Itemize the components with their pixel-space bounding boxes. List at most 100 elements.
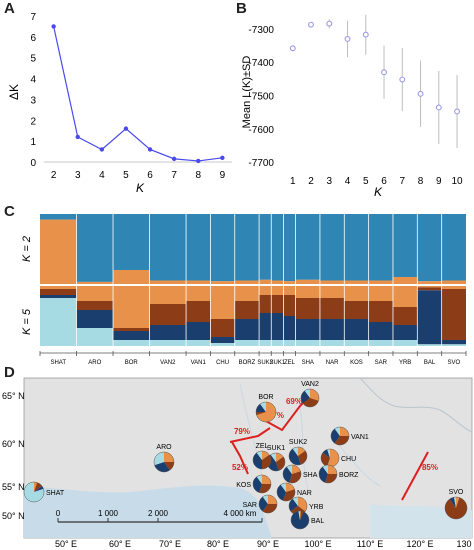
k5-bar-segment (319, 298, 345, 319)
k2-bar-orange (210, 281, 235, 284)
site-pie-slice (276, 456, 286, 471)
k5-bar-segment (368, 322, 393, 340)
k5-bar-segment (149, 325, 187, 340)
site-pie-slice (268, 495, 277, 504)
k5-bar-segment (40, 286, 77, 289)
k5-bar-segment (295, 319, 320, 340)
b-xtick-label: 4 (345, 176, 351, 187)
k2-bar-blue (271, 214, 284, 281)
site-pie-outline (288, 446, 308, 466)
site-label: BAL (311, 518, 324, 525)
b-xtick-label: 9 (436, 176, 442, 187)
k5-bar-segment (441, 344, 466, 346)
k2-bar-blue (259, 214, 272, 280)
a-data-point (75, 134, 80, 140)
map-lon-label: 50° E (55, 539, 77, 549)
k5-bar-segment (392, 307, 418, 325)
site-pie-slice (34, 486, 44, 492)
site-label: BORZ (339, 472, 359, 479)
k5-bar-segment (344, 286, 369, 301)
scale-label-1: 1 000 (98, 509, 119, 518)
k2-bar-blue (40, 214, 77, 220)
site-pie-outline (258, 494, 278, 514)
site-label: SHA (303, 472, 318, 479)
k2-bar-blue (417, 214, 442, 282)
k2-bar-blue (295, 214, 320, 280)
k5-bar-segment (259, 295, 272, 313)
c-pop-label: BORZ (239, 360, 256, 366)
map-lat-label: 60° N (2, 439, 25, 449)
k2-bar-blue (368, 214, 393, 281)
site-pie-slice (256, 451, 262, 460)
b-xtick-label: 5 (363, 176, 369, 187)
site-pie-slice (291, 511, 309, 529)
panel-label-a: A (4, 0, 15, 17)
site-pie-slice (256, 403, 266, 412)
k5-bar-segment (319, 340, 345, 346)
site-pie-slice (334, 436, 349, 446)
c-pop-label: SUK1 (269, 360, 285, 366)
k2-bar-orange (113, 270, 150, 284)
site-pie-slice (262, 495, 268, 504)
b-data-point (454, 108, 460, 115)
site-pie-slice (304, 389, 310, 398)
panel-a-chart: 0 1 2 3 4 5 6 7 2 3 4 5 6 7 8 9 ΔK K (7, 12, 232, 195)
k5-bar-segment (40, 289, 77, 295)
panel-label-b: B (236, 0, 247, 17)
k5-bar-segment (259, 286, 272, 295)
a-ytick-label: 3 (30, 95, 36, 106)
site-pie-slice (301, 390, 310, 404)
k2-bar-orange (149, 280, 187, 284)
a-xlabel: K (136, 181, 145, 195)
k5-bar-segment (441, 340, 466, 345)
k5-bar-segment (234, 340, 260, 346)
panel-label-d: D (4, 364, 15, 381)
a-ytick-label: 1 (30, 137, 36, 148)
a-ytick-label: 4 (30, 75, 36, 86)
k5-bar-segment (234, 286, 260, 301)
a-data-point (51, 24, 56, 29)
k5-bar-segment (417, 344, 442, 346)
site-pie-slice (286, 483, 295, 492)
map-lon-label: 90° E (257, 539, 279, 549)
k5-bar-segment (113, 286, 150, 328)
b-xtick-label: 1 (290, 176, 296, 187)
k5-bar-segment (210, 319, 235, 337)
k5-bar-segment (76, 310, 114, 328)
k5-bar-segment (417, 286, 442, 288)
k5-bar-segment (417, 287, 442, 291)
k5-bar-segment (368, 301, 393, 322)
b-data-point (289, 45, 296, 52)
k5-bar-segment (295, 286, 320, 298)
b-data-point (399, 76, 406, 83)
a-xtick-label: 9 (220, 170, 226, 181)
a-ytick-label: 2 (30, 116, 36, 127)
k5-bar-segment (283, 316, 296, 340)
site-pie-slice (292, 497, 298, 506)
b-xtick-label: 2 (308, 176, 314, 187)
site-label: SVO (449, 489, 464, 496)
site-pie-slice (253, 452, 262, 469)
site-pie-slice (292, 447, 298, 456)
site-pie-slice (259, 484, 271, 493)
map-lat-label: 65° N (2, 391, 25, 401)
map-lon-label: 60° E (109, 539, 131, 549)
map-lon-label: 110° E (357, 539, 383, 549)
map-lon-label: 80° E (207, 539, 229, 549)
b-xtick-label: 6 (381, 176, 387, 187)
site-pie-outline (23, 481, 45, 503)
barrier-line (229, 427, 271, 443)
k5-bar-segment (113, 340, 150, 346)
site-pie-slice (259, 496, 268, 512)
c-row-label-k2: K = 2 (21, 236, 33, 262)
a-xtick-label: 7 (171, 170, 177, 181)
b-xtick-label: 8 (418, 176, 424, 187)
site-pie-slice (262, 475, 271, 484)
site-pie-slice (34, 482, 43, 492)
k5-bar-segment (392, 286, 418, 307)
site-pie-slice (327, 449, 340, 467)
k5-bar-segment (283, 340, 296, 346)
k5-bar-segment (186, 322, 211, 340)
k5-bar-segment (271, 313, 284, 340)
site-label: SUK2 (289, 439, 307, 446)
